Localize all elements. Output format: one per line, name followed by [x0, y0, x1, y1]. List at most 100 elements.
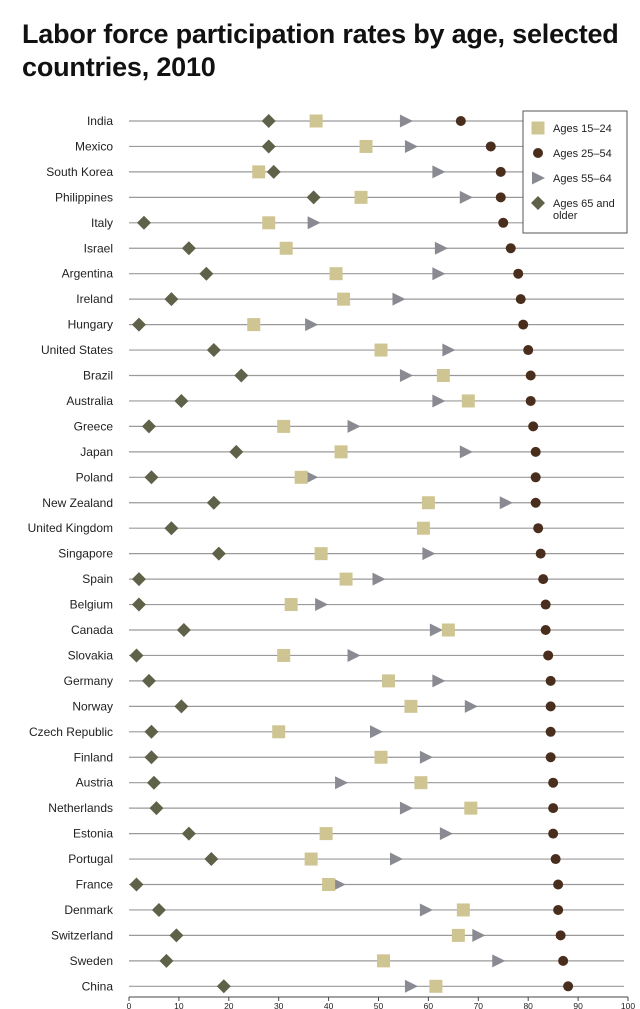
- point-ages-65-and-older-japan: [229, 444, 244, 459]
- point-ages-15-24-france: [322, 878, 336, 891]
- country-label-austria: Austria: [76, 776, 114, 790]
- point-ages-65-and-older-austria: [146, 775, 161, 790]
- point-ages-65-and-older-india: [261, 114, 276, 128]
- point-ages-55-64-ireland: [392, 292, 406, 306]
- x-tick-label-70: 70: [474, 1001, 484, 1009]
- point-ages-25-54-netherlands: [548, 803, 559, 814]
- point-ages-15-24-spain: [339, 572, 353, 586]
- point-ages-15-24-canada: [441, 623, 455, 637]
- point-ages-25-54-sweden: [558, 955, 569, 966]
- country-label-argentina: Argentina: [62, 267, 114, 281]
- point-ages-15-24-brazil: [436, 369, 450, 382]
- point-ages-55-64-denmark: [419, 903, 433, 917]
- country-label-israel: Israel: [84, 241, 113, 255]
- point-ages-65-and-older-ireland: [164, 292, 179, 307]
- point-ages-25-54-switzerland: [555, 930, 566, 941]
- point-ages-65-and-older-argentina: [199, 266, 214, 281]
- point-ages-65-and-older-estonia: [181, 826, 196, 841]
- country-label-netherlands: Netherlands: [48, 801, 113, 815]
- country-label-mexico: Mexico: [75, 139, 113, 153]
- point-ages-15-24-estonia: [319, 827, 333, 841]
- x-axis: 0 10 20 30 40 50 60 70 80 90 100: [127, 996, 635, 1009]
- point-ages-25-54-united-states: [523, 345, 534, 356]
- country-label-italy: Italy: [91, 216, 113, 230]
- point-ages-25-54-israel: [505, 243, 516, 254]
- point-ages-55-64-japan: [459, 445, 473, 459]
- legend-label-ages-15-24: Ages 15–24: [553, 123, 612, 135]
- point-ages-55-64-spain: [372, 572, 386, 586]
- country-label-south-korea: South Korea: [46, 165, 113, 179]
- country-label-poland: Poland: [76, 470, 113, 484]
- point-ages-25-54-france: [553, 879, 564, 890]
- country-label-denmark: Denmark: [64, 903, 114, 917]
- point-ages-55-64-singapore: [422, 547, 436, 561]
- point-ages-25-54-new-zealand: [530, 497, 541, 508]
- legend-marker-ages-25-54: [533, 148, 543, 158]
- legend-marker-ages-65-and-older: [531, 196, 545, 210]
- country-label-switzerland: Switzerland: [51, 928, 113, 942]
- country-label-united-kingdom: United Kingdom: [28, 521, 113, 535]
- point-ages-55-64-australia: [432, 394, 446, 408]
- point-ages-15-24-netherlands: [464, 801, 478, 815]
- point-ages-15-24-hungary: [247, 318, 261, 332]
- country-label-canada: Canada: [71, 623, 113, 637]
- x-tick-label-40: 40: [324, 1001, 334, 1009]
- point-ages-65-and-older-sweden: [159, 953, 174, 968]
- point-ages-55-64-sweden: [492, 954, 506, 968]
- point-ages-55-64-mexico: [404, 139, 418, 153]
- point-ages-65-and-older-canada: [176, 623, 191, 637]
- point-ages-15-24-germany: [381, 674, 395, 688]
- point-ages-55-64-hungary: [305, 318, 319, 332]
- point-ages-15-24-india: [309, 114, 323, 128]
- point-ages-65-and-older-mexico: [261, 139, 276, 154]
- point-ages-65-and-older-hungary: [131, 317, 146, 332]
- point-ages-65-and-older-switzerland: [169, 928, 184, 943]
- point-ages-15-24-norway: [404, 699, 418, 713]
- point-ages-55-64-united-states: [442, 343, 456, 357]
- point-ages-25-54-hungary: [518, 319, 529, 330]
- point-ages-15-24-slovakia: [277, 648, 291, 662]
- point-ages-65-and-older-italy: [136, 215, 151, 230]
- point-ages-65-and-older-greece: [141, 419, 156, 434]
- point-ages-15-24-mexico: [359, 139, 373, 153]
- point-ages-55-64-china: [404, 979, 418, 993]
- chart-title: Labor force participation rates by age, …: [22, 19, 619, 82]
- point-ages-25-54-poland: [530, 472, 541, 483]
- point-ages-25-54-spain: [538, 574, 549, 585]
- legend-label-ages-25-54: Ages 25–54: [553, 148, 612, 160]
- point-ages-25-54-brazil: [525, 370, 536, 381]
- point-ages-55-64-norway: [464, 699, 478, 713]
- point-ages-55-64-argentina: [432, 267, 446, 281]
- point-ages-55-64-portugal: [389, 852, 403, 866]
- country-label-belgium: Belgium: [70, 598, 113, 612]
- country-label-united-states: United States: [41, 343, 113, 357]
- point-ages-65-and-older-south-korea: [266, 164, 281, 179]
- x-tick-label-10: 10: [174, 1001, 184, 1009]
- point-ages-25-54-mexico: [485, 141, 496, 152]
- point-ages-15-24-finland: [374, 750, 388, 764]
- point-ages-25-54-belgium: [540, 599, 551, 610]
- point-ages-55-64-new-zealand: [499, 496, 513, 510]
- point-ages-65-and-older-brazil: [234, 368, 249, 383]
- point-ages-55-64-israel: [434, 241, 448, 255]
- point-ages-55-64-greece: [347, 419, 361, 433]
- point-ages-25-54-austria: [548, 777, 559, 788]
- country-label-sweden: Sweden: [70, 954, 113, 968]
- point-ages-15-24-poland: [294, 470, 308, 484]
- point-ages-15-24-sweden: [376, 954, 390, 968]
- legend-marker-ages-55-64: [532, 171, 545, 185]
- point-ages-65-and-older-philippines: [306, 190, 321, 205]
- point-ages-65-and-older-netherlands: [149, 801, 164, 816]
- point-ages-15-24-portugal: [304, 852, 318, 866]
- x-tick-label-20: 20: [224, 1001, 234, 1009]
- point-ages-55-64-italy: [307, 216, 321, 230]
- point-ages-15-24-japan: [334, 445, 348, 459]
- point-ages-25-54-united-kingdom: [533, 523, 544, 534]
- point-ages-65-and-older-france: [129, 877, 144, 892]
- point-ages-25-54-japan: [530, 446, 541, 457]
- point-ages-15-24-singapore: [314, 547, 328, 561]
- point-ages-15-24-belgium: [284, 598, 298, 612]
- point-ages-55-64-germany: [432, 674, 446, 688]
- point-ages-65-and-older-united-states: [206, 343, 221, 358]
- point-ages-25-54-finland: [545, 752, 556, 763]
